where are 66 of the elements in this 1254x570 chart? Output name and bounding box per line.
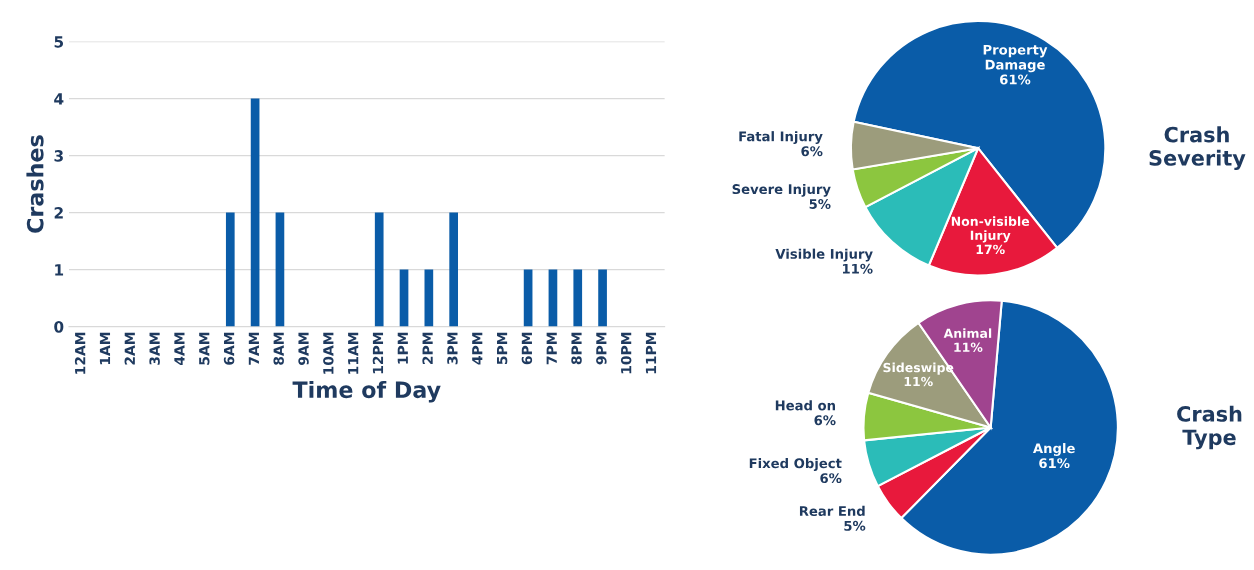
slice-label: Angle (1032, 443, 1075, 456)
x-tick-label: 11AM (348, 332, 359, 374)
bar (250, 98, 260, 327)
bar (225, 212, 235, 327)
bar (598, 269, 607, 327)
data-label: 11% (954, 342, 983, 353)
bar (424, 269, 434, 327)
x-tick-label: 6AM (223, 332, 235, 365)
x-tick-label: 5PM (497, 332, 508, 365)
x-tick-label: 2PM (422, 332, 433, 365)
slice-label: Property Damage (983, 44, 1048, 73)
data-label: 6% (820, 473, 842, 484)
data-label: 6% (814, 415, 836, 426)
text: Crash Severity (1149, 126, 1246, 171)
x-tick-label: 7PM (546, 332, 557, 365)
data-label: 61% (1000, 74, 1031, 85)
bar (573, 269, 583, 327)
x-tick-label: 3AM (149, 332, 160, 365)
bar (275, 212, 285, 327)
x-tick-label: 4AM (174, 332, 185, 366)
text: Crash Type (1177, 405, 1242, 450)
x-tick-label: 1PM (397, 332, 408, 364)
bar (399, 269, 409, 327)
data-label: 6% (801, 146, 823, 157)
x-tick-label: 6PM (521, 332, 533, 365)
data-label: 11% (842, 263, 873, 274)
x-tick-label: 7AM (248, 332, 259, 365)
x-tick-label: 4PM (472, 332, 483, 365)
slice-label: Visible Injury (775, 248, 873, 262)
x-tick-label: 12PM (372, 332, 384, 374)
slice-label: Fixed Object (749, 458, 842, 471)
y-tick-label: 5 (54, 36, 64, 48)
x-tick-label: 12AM (74, 332, 86, 374)
data-label: 5% (844, 520, 866, 531)
slice-label: Animal (943, 328, 992, 339)
slice-label: Fatal Injury (739, 131, 823, 144)
x-tick-label: 9PM (596, 332, 607, 365)
x-tick-label: 10PM (620, 332, 632, 374)
y-tick-label: 0 (54, 321, 64, 333)
x-tick-label: 5AM (199, 332, 210, 365)
data-label: 11% (904, 376, 933, 387)
bar (548, 269, 558, 327)
slice-label: Severe Injury (732, 183, 831, 197)
x-tick-label: 10AM (323, 332, 334, 374)
x-tick-label: 9AM (298, 332, 309, 365)
x-axis-title: Time of Day (292, 380, 441, 403)
slice-label: Head on (775, 400, 835, 411)
x-tick-label: 1AM (99, 332, 111, 365)
y-tick-label: 3 (54, 150, 63, 162)
x-tick-label: 2AM (124, 332, 135, 365)
y-tick-label: 2 (54, 207, 63, 219)
y-tick-label: 4 (54, 93, 64, 105)
bar (374, 212, 384, 327)
x-tick-label: 11PM (645, 332, 657, 374)
bar (449, 212, 458, 327)
y-axis-title: Crashes (26, 135, 44, 233)
slice-label: Rear End (799, 505, 865, 517)
x-tick-label: 8AM (273, 332, 284, 365)
x-tick-label: 8PM (571, 332, 582, 365)
data-label: 61% (1039, 458, 1070, 469)
x-tick-label: 3PM (447, 332, 458, 365)
data-label: 17% (976, 244, 1005, 255)
slice-label: Non-visible Injury (951, 216, 1030, 243)
bar (523, 269, 533, 327)
y-tick-label: 1 (55, 264, 64, 276)
data-label: 5% (809, 199, 831, 209)
